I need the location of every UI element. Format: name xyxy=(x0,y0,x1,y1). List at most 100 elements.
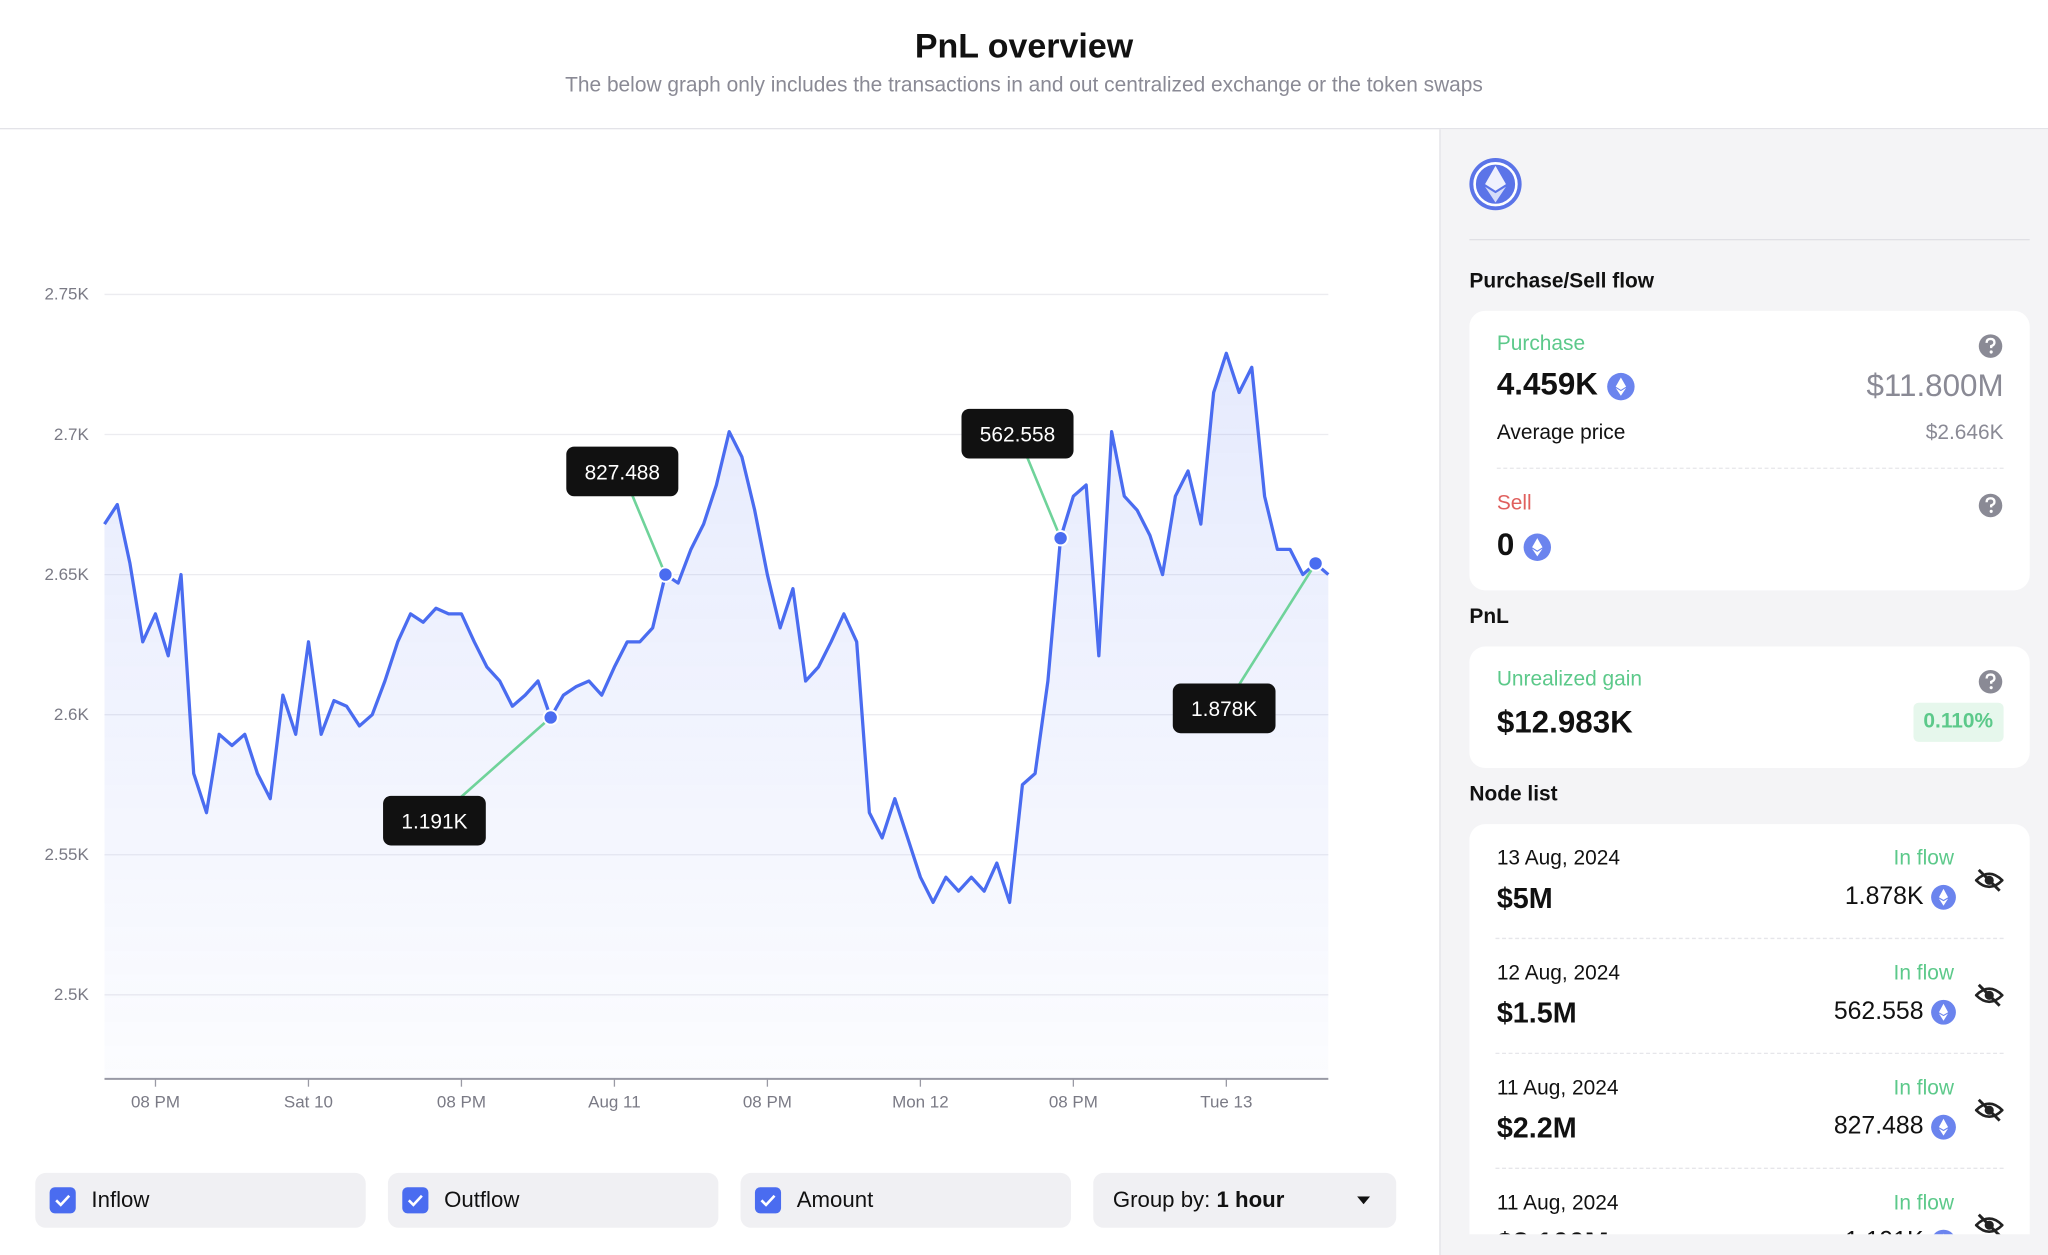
help-icon[interactable] xyxy=(1977,669,2003,695)
pnl-label: Unrealized gain xyxy=(1496,668,1643,691)
divider xyxy=(1469,239,2030,241)
checkbox[interactable] xyxy=(754,1187,782,1214)
node-usd: $3.100M xyxy=(1497,1226,1609,1234)
check-icon xyxy=(760,1194,776,1207)
node-item[interactable]: 11 Aug, 2024 In flow $3.100M 1.191K xyxy=(1469,1169,2029,1235)
dropdown-arrow xyxy=(1357,1196,1371,1205)
node-type: In flow xyxy=(1893,847,1954,870)
node-usd: $2.2M xyxy=(1496,1111,1577,1145)
checkbox[interactable] xyxy=(402,1187,429,1214)
amount: 562.558 xyxy=(1833,997,1924,1026)
marker-label-text: 827.488 xyxy=(585,461,660,484)
hide-icon[interactable] xyxy=(1974,868,2004,893)
x-tick-label: Mon 12 xyxy=(892,1093,949,1112)
pnl-percent: 0.110% xyxy=(1912,702,2004,742)
toggle-label: Outflow xyxy=(444,1187,520,1213)
node-amount: 827.488 xyxy=(1834,1113,1957,1142)
node-item[interactable]: 13 Aug, 2024 In flow $5M 1.878K xyxy=(1469,824,2029,940)
x-tick-label: Aug 11 xyxy=(588,1093,641,1112)
sell-amount: 0 xyxy=(1497,528,1552,565)
divider xyxy=(1495,1167,2004,1169)
marker-label: 1.878K xyxy=(1172,683,1276,734)
x-tick-label: Sat 10 xyxy=(284,1093,333,1112)
hide-icon[interactable] xyxy=(1974,1098,2004,1122)
marker-label: 1.191K xyxy=(383,795,486,846)
purchase-amount: 4.459K xyxy=(1497,367,1636,404)
pnl-value: $12.983K xyxy=(1496,705,1633,741)
marker-label-text: 562.558 xyxy=(980,424,1055,447)
y-tick-label: 2.75K xyxy=(44,285,89,304)
help-icon[interactable] xyxy=(1977,333,2003,359)
pnl-card: Unrealized gain $12.983K 0.110% xyxy=(1469,646,2030,768)
eth-icon xyxy=(1523,533,1552,561)
header: PnL overview The below graph only includ… xyxy=(0,0,2048,130)
section-title: Purchase/Sell flow xyxy=(1469,270,1655,293)
marker-point xyxy=(542,709,559,726)
toggle-label: Inflow xyxy=(91,1187,150,1213)
token-icon xyxy=(1469,158,1522,211)
x-tick-label: 08 PM xyxy=(743,1093,792,1112)
node-item[interactable]: 12 Aug, 2024 In flow $1.5M 562.558 xyxy=(1469,939,2029,1055)
marker-point xyxy=(1307,555,1324,572)
amount-toggle[interactable]: Amount xyxy=(740,1172,1072,1228)
y-tick-label: 2.7K xyxy=(54,425,90,444)
marker-label-box xyxy=(1172,683,1276,734)
y-tick-label: 2.55K xyxy=(44,845,89,864)
marker-label-box xyxy=(383,795,486,846)
y-tick-label: 2.65K xyxy=(44,565,89,584)
area xyxy=(104,353,1329,1079)
x-tick-label: 08 PM xyxy=(1049,1093,1098,1112)
divider xyxy=(1495,1052,2004,1055)
sell-label: Sell xyxy=(1496,492,1532,515)
group-by-label: Group by: xyxy=(1112,1187,1211,1213)
node-date: 11 Aug, 2024 xyxy=(1496,1077,1619,1100)
eth-icon xyxy=(1931,884,1956,910)
node-date: 13 Aug, 2024 xyxy=(1496,847,1620,870)
amount: 0 xyxy=(1496,527,1515,563)
marker-label-box xyxy=(961,408,1074,459)
sidebar: Purchase/Sell flow Purchase 4.459K $11.8… xyxy=(1439,129,2048,1255)
hide-icon[interactable] xyxy=(1974,983,2004,1008)
x-tick-label: 08 PM xyxy=(437,1093,486,1112)
amount: 1.878K xyxy=(1844,882,1924,911)
x-tick-label: 08 PM xyxy=(131,1093,180,1112)
marker-label: 827.488 xyxy=(566,446,679,497)
toggle-label: Amount xyxy=(796,1187,874,1213)
help-icon[interactable] xyxy=(1977,492,2003,518)
outflow-toggle[interactable]: Outflow xyxy=(387,1172,719,1228)
x-tick-label: Tue 13 xyxy=(1200,1093,1252,1112)
eth-icon xyxy=(1607,372,1635,400)
y-tick-label: 2.5K xyxy=(54,985,90,1004)
amount: 4.459K xyxy=(1496,367,1598,403)
divider xyxy=(1495,937,2004,940)
section-title: Node list xyxy=(1469,783,1558,806)
node-type: In flow xyxy=(1893,962,1954,985)
section-title: PnL xyxy=(1469,606,1509,629)
amount: 1.191K xyxy=(1845,1228,1924,1235)
chart: 2.5K 2.55K 2.6K 2.65K 2.7K 2.75K 08 PM Sat 10 08… xyxy=(44,285,1330,1112)
marker-point xyxy=(657,566,674,583)
node-type: In flow xyxy=(1893,1077,1954,1100)
group-by-select[interactable]: Group by: 1 hour xyxy=(1093,1172,1397,1228)
checkbox[interactable] xyxy=(49,1187,76,1214)
inflow-toggle[interactable]: Inflow xyxy=(35,1172,366,1228)
divider xyxy=(1496,467,2004,469)
hide-icon[interactable] xyxy=(1974,1213,2004,1235)
node-item[interactable]: 11 Aug, 2024 In flow $2.2M 827.488 xyxy=(1469,1054,2029,1169)
node-date: 11 Aug, 2024 xyxy=(1496,1192,1619,1215)
node-amount: 562.558 xyxy=(1834,998,1957,1027)
check-icon xyxy=(55,1194,71,1207)
marker-label-text: 1.191K xyxy=(401,810,467,833)
eth-icon xyxy=(1933,1229,1954,1235)
eth-icon xyxy=(1931,999,1956,1025)
group-by-value: 1 hour xyxy=(1216,1187,1285,1213)
amount: 827.488 xyxy=(1833,1112,1924,1141)
avg-price: $2.646K xyxy=(1925,421,2004,445)
marker-point xyxy=(1052,530,1069,547)
marker-label-text: 1.878K xyxy=(1191,698,1257,721)
check-icon xyxy=(407,1194,423,1207)
page-subtitle: The below graph only includes the transa… xyxy=(565,74,1483,97)
node-amount: 1.191K xyxy=(1845,1228,1957,1235)
